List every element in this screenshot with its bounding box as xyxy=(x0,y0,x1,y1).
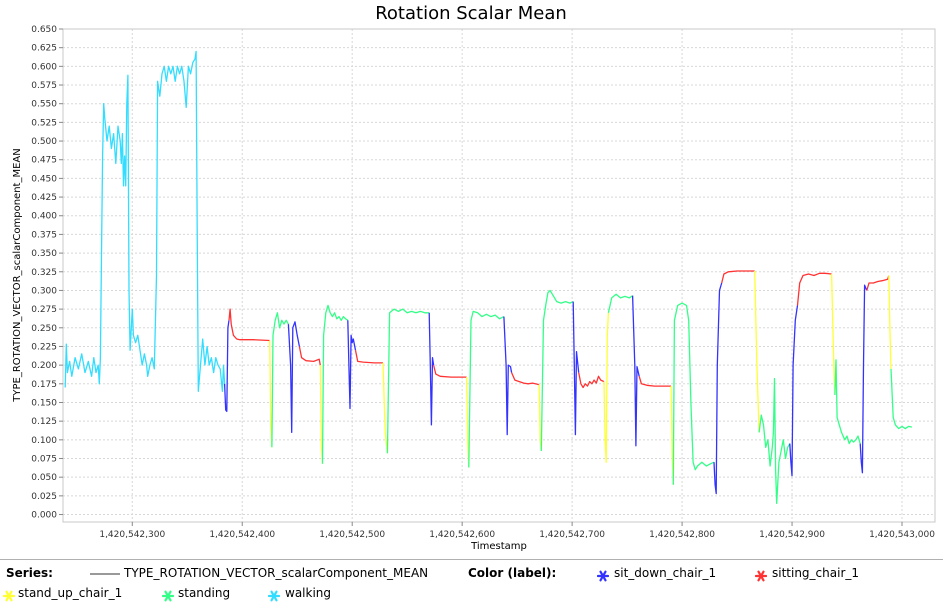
series-segment-stand-up-chair-1 xyxy=(754,270,760,433)
series-segment-standing xyxy=(758,377,791,504)
series-segment-sitting-chair-1 xyxy=(511,372,540,386)
y-tick-label: 0.025 xyxy=(31,492,57,502)
legend-marker-sit-down-icon xyxy=(596,567,610,586)
legend-item-standing: standing xyxy=(178,586,231,600)
legend-marker-stroke xyxy=(599,570,607,582)
series-segment-standing xyxy=(386,308,430,454)
series-segment-sitting-chair-1 xyxy=(578,372,605,389)
legend-marker-stand-up-icon xyxy=(2,587,16,606)
series-segment-sit-down-chair-1 xyxy=(347,320,357,410)
y-tick-label: 0.425 xyxy=(31,193,57,203)
y-tick-label: 0.125 xyxy=(31,417,57,427)
y-tick-label: 0.450 xyxy=(31,174,57,184)
y-tick-label: 0.525 xyxy=(31,118,57,128)
y-tick-label: 0.250 xyxy=(31,324,57,334)
x-axis: 1,420,542,300 1,420,542,400 1,420,542,500 1… xyxy=(99,522,935,540)
series-segment-standing xyxy=(271,312,289,448)
legend-item-walking: walking xyxy=(285,586,332,600)
x-axis-label: Timestamp xyxy=(470,541,527,552)
series-segment-sitting-chair-1 xyxy=(298,346,321,366)
y-tick-label: 0.175 xyxy=(31,380,57,390)
y-tick-label: 0.150 xyxy=(31,398,57,408)
x-tick-label: 1,420,542,300 xyxy=(99,530,165,540)
y-tick-label: 0.075 xyxy=(31,455,57,465)
series-segment-stand-up-chair-1 xyxy=(382,362,389,454)
series-segment-sit-down-chair-1 xyxy=(223,320,230,413)
y-tick-label: 0.000 xyxy=(31,511,57,521)
legend: Series: TYPE_ROTATION_VECTOR_scalarCompo… xyxy=(0,559,943,608)
y-axis-label: TYPE_ROTATION_VECTOR_scalarComponent_MEA… xyxy=(12,148,23,402)
series-segment-standing xyxy=(672,302,715,485)
series-segment-sit-down-chair-1 xyxy=(428,312,435,426)
series-segment-stand-up-chair-1 xyxy=(888,275,892,369)
series-segment-sit-down-chair-1 xyxy=(572,301,580,436)
y-tick-label: 0.400 xyxy=(31,212,57,222)
y-tick-label: 0.350 xyxy=(31,249,57,259)
series-segment-stand-up-chair-1 xyxy=(830,273,836,396)
y-tick-label: 0.550 xyxy=(31,100,57,110)
series-segment-standing xyxy=(468,310,505,468)
legend-item-sitting-chair: sitting_chair_1 xyxy=(772,566,860,580)
series-segment-sit-down-chair-1 xyxy=(859,284,868,474)
legend-marker-sitting-icon xyxy=(754,567,768,586)
y-tick-label: 0.575 xyxy=(31,81,57,91)
legend-series-name: TYPE_ROTATION_VECTOR_scalarComponent_MEA… xyxy=(124,566,429,580)
chart: Rotation Scalar Mean 0.000 0.025 0.050 0.07… xyxy=(12,3,936,552)
y-tick-label: 0.200 xyxy=(31,361,57,371)
y-tick-label: 0.500 xyxy=(31,137,57,147)
series-segment-sit-down-chair-1 xyxy=(713,282,723,495)
y-tick-label: 0.375 xyxy=(31,230,57,240)
x-tick-label: 1,420,543,000 xyxy=(869,530,935,540)
series-line-icon xyxy=(90,573,120,575)
series-segment-sit-down-chair-1 xyxy=(503,316,513,436)
series-segment-sit-down-chair-1 xyxy=(789,305,799,477)
series-segment-sitting-chair-1 xyxy=(432,364,467,378)
legend-marker-stroke xyxy=(757,570,765,582)
y-tick-label: 0.325 xyxy=(31,268,57,278)
series-segment-walking xyxy=(64,50,226,392)
series-lines xyxy=(64,50,913,504)
series-segment-standing xyxy=(607,293,633,313)
series-segment-sit-down-chair-1 xyxy=(631,295,640,447)
series-segment-standing xyxy=(834,359,861,445)
series-segment-standing xyxy=(890,368,913,430)
y-tick-label: 0.225 xyxy=(31,342,57,352)
y-tick-label: 0.475 xyxy=(31,156,57,166)
series-segment-standing xyxy=(321,304,349,464)
y-tick-label: 0.050 xyxy=(31,473,57,483)
x-tick-label: 1,420,542,600 xyxy=(429,530,495,540)
legend-marker-stroke xyxy=(5,590,13,602)
y-tick-label: 0.100 xyxy=(31,436,57,446)
y-tick-label: 0.625 xyxy=(31,44,57,54)
series-segment-sitting-chair-1 xyxy=(228,308,270,342)
series-segment-sitting-chair-1 xyxy=(721,270,755,284)
legend-series-heading: Series: xyxy=(6,566,53,580)
x-tick-label: 1,420,542,900 xyxy=(759,530,825,540)
x-tick-label: 1,420,542,500 xyxy=(319,530,385,540)
legend-marker-walking-icon xyxy=(267,587,281,606)
legend-color-heading: Color (label): xyxy=(468,566,557,580)
series-segment-sitting-chair-1 xyxy=(638,376,672,387)
series-segment-sitting-chair-1 xyxy=(796,272,832,306)
legend-marker-stroke xyxy=(164,590,172,602)
chart-title: Rotation Scalar Mean xyxy=(375,3,567,24)
legend-marker-stroke xyxy=(270,590,278,602)
plot-area xyxy=(62,28,936,523)
series-segment-sitting-chair-1 xyxy=(354,350,383,364)
series-segment-sit-down-chair-1 xyxy=(287,321,301,434)
y-tick-label: 0.300 xyxy=(31,286,57,296)
series-segment-standing xyxy=(540,289,574,452)
legend-marker-standing-icon xyxy=(161,587,175,606)
legend-item-stand-up-chair: stand_up_chair_1 xyxy=(18,586,123,600)
y-tick-label: 0.650 xyxy=(31,25,57,35)
y-axis: 0.000 0.025 0.050 0.075 0.100 0.125 0.150 0.175… xyxy=(31,25,63,521)
x-tick-label: 1,420,542,700 xyxy=(539,530,605,540)
y-tick-label: 0.600 xyxy=(31,62,57,72)
x-tick-label: 1,420,542,400 xyxy=(209,530,275,540)
y-tick-label: 0.275 xyxy=(31,305,57,315)
legend-item-sit-down-chair: sit_down_chair_1 xyxy=(614,566,717,580)
series-segment-sitting-chair-1 xyxy=(866,275,890,291)
series-segment-stand-up-chair-1 xyxy=(603,312,610,463)
x-tick-label: 1,420,542,800 xyxy=(649,530,715,540)
